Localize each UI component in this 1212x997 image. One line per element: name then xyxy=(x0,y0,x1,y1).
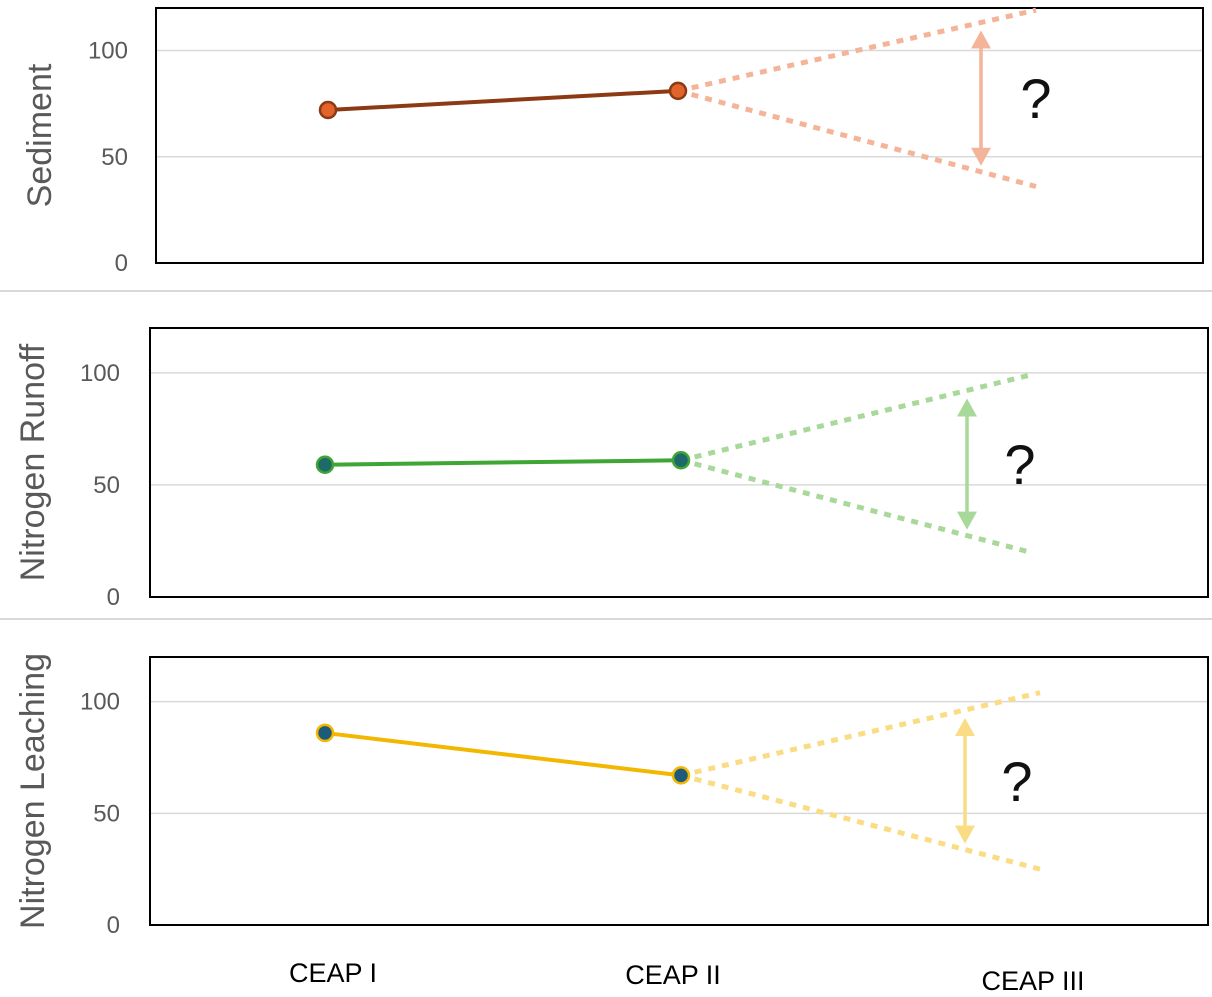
x-category-label: CEAP I xyxy=(289,958,377,988)
projection-upper-line xyxy=(677,7,1037,94)
range-arrow-head-down xyxy=(957,511,977,530)
range-arrow-head-up xyxy=(957,398,977,417)
plot-frame xyxy=(149,656,1209,926)
data-point-ceap-i xyxy=(318,100,338,120)
x-category-label: CEAP III xyxy=(981,966,1084,996)
series-line xyxy=(324,458,682,467)
projection-lower-line xyxy=(677,88,1037,189)
data-point-ceap-i xyxy=(315,455,335,474)
projection-lower-line xyxy=(680,457,1031,555)
y-tick-label: 50 xyxy=(101,144,128,171)
projection-upper-line xyxy=(680,372,1031,463)
chart-panel-1: 0 50 100 Sediment? xyxy=(21,7,1204,277)
range-arrow-head-up xyxy=(955,717,975,736)
y-tick-label: 100 xyxy=(80,360,120,387)
series-line xyxy=(324,730,682,778)
uncertainty-label: ? xyxy=(1004,433,1035,496)
data-point-ceap-ii xyxy=(671,451,691,470)
y-axis-label: Sediment xyxy=(21,63,59,207)
y-tick-label: 0 xyxy=(115,250,128,277)
y-axis-label: Nitrogen Leaching xyxy=(14,653,52,929)
y-tick-label: 0 xyxy=(107,912,120,939)
data-point-ceap-ii xyxy=(668,81,688,101)
data-point-ceap-ii xyxy=(671,766,691,785)
y-tick-label: 50 xyxy=(93,800,120,827)
y-tick-label: 50 xyxy=(93,472,120,499)
x-category-label: CEAP II xyxy=(625,960,721,990)
projection-lower-line xyxy=(680,772,1041,872)
range-arrow-head-down xyxy=(971,147,991,166)
y-tick-label: 100 xyxy=(80,689,120,716)
range-arrow-head-down xyxy=(955,825,975,844)
y-axis-label: Nitrogen Runoff xyxy=(14,343,52,581)
range-arrow-head-up xyxy=(971,30,991,49)
y-tick-label: 0 xyxy=(107,584,120,611)
uncertainty-label: ? xyxy=(1001,750,1032,813)
y-tick-label: 100 xyxy=(88,38,128,65)
plot-frame xyxy=(149,327,1209,598)
chart-panel-2: 0 50 100 Nitrogen Runoff? xyxy=(14,327,1209,611)
plot-frame xyxy=(155,7,1204,264)
series-line xyxy=(327,88,679,112)
chart-panel-3: 0 50 100 Nitrogen Leaching? xyxy=(14,653,1209,939)
uncertainty-label: ? xyxy=(1020,67,1051,130)
projection-upper-line xyxy=(680,690,1041,778)
data-point-ceap-i xyxy=(315,723,335,743)
